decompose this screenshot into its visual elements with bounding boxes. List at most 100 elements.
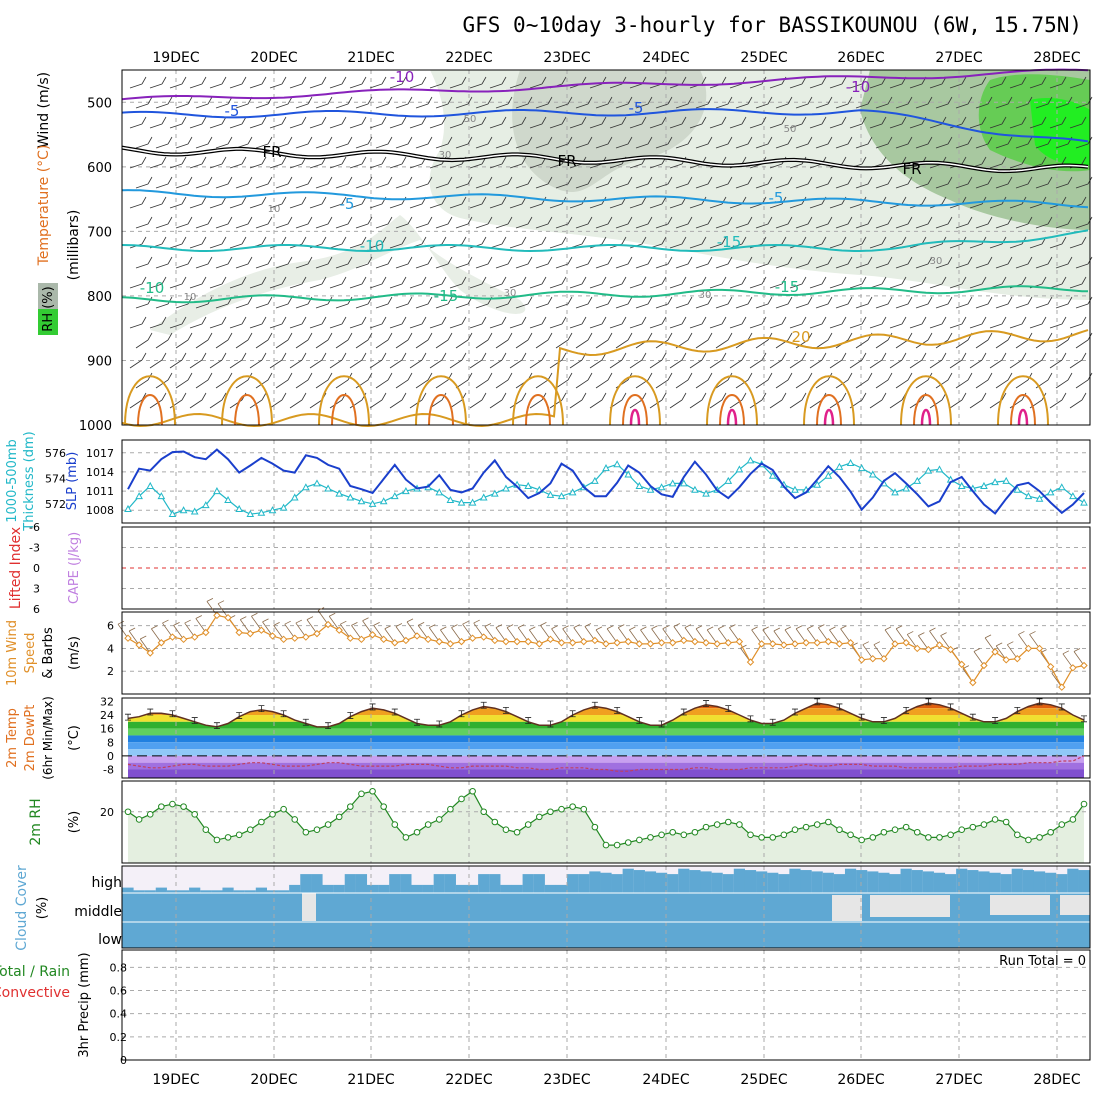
wind-barb <box>735 372 753 389</box>
wind-barb <box>215 216 233 229</box>
thickness-point <box>290 493 299 501</box>
wind10-barb <box>862 641 874 659</box>
minmax-bar <box>903 706 910 714</box>
wind-barb <box>189 156 207 169</box>
wind-barb <box>835 176 853 189</box>
wind-barb <box>615 332 633 349</box>
wind-barb <box>829 276 847 289</box>
rh2m-point <box>469 787 476 795</box>
slp-line <box>127 448 1085 515</box>
wind-barb <box>875 216 893 229</box>
rh2m-point <box>402 834 410 841</box>
wind-barb <box>795 256 813 269</box>
isotherm <box>121 285 1089 304</box>
wind-barb <box>575 296 593 309</box>
wind-barb <box>775 96 793 109</box>
cloud-high-bar <box>833 874 846 893</box>
wind-barb <box>675 296 693 309</box>
wind-barb <box>615 216 633 229</box>
wind-barb <box>1029 352 1047 369</box>
cloud-high-bar <box>1056 874 1068 893</box>
wind10-point <box>213 611 221 620</box>
wind-barb <box>235 136 253 149</box>
wind-barb <box>1035 176 1053 189</box>
wind10-point <box>802 639 810 647</box>
wind-barb <box>955 216 973 229</box>
wind-barb <box>795 96 813 109</box>
wind-barb <box>495 332 513 349</box>
x-tick-label-bottom: 27DEC <box>935 1072 982 1088</box>
rh2m-point <box>358 790 365 798</box>
wind-barb <box>229 352 247 369</box>
wind-barb <box>475 256 493 269</box>
x-tick-label-bottom: 20DEC <box>250 1072 297 1088</box>
wind-barb <box>335 332 353 349</box>
rh2m-point <box>447 805 454 813</box>
wind-barb <box>415 136 433 149</box>
cloud-high-bar <box>578 874 590 893</box>
wind-barb <box>369 392 387 409</box>
wind-barb <box>169 392 187 409</box>
isotherm-label: -10 <box>360 237 385 255</box>
wind10-point <box>368 631 377 639</box>
dewpt-line <box>127 755 1085 772</box>
wind-barb <box>175 136 193 149</box>
wind-barb <box>895 332 913 349</box>
cloud-high-bar <box>822 872 834 893</box>
wind-barb <box>489 276 507 289</box>
wind-barb <box>829 76 847 89</box>
thickness-point <box>624 470 633 478</box>
cloud-high-bar <box>733 868 745 893</box>
wind-barb <box>575 256 593 269</box>
wind-barb <box>529 276 547 289</box>
wind-barb <box>795 176 813 189</box>
wind-barb <box>395 372 413 389</box>
wind-barb <box>255 176 273 189</box>
wind-barb <box>269 156 287 169</box>
wind-barb <box>135 216 153 229</box>
wind-barb <box>949 316 967 329</box>
wind10-barb <box>729 624 740 642</box>
wind-barb <box>835 256 853 269</box>
minmax-bar <box>325 722 332 730</box>
wind-barb <box>969 116 987 129</box>
wind10-point <box>1035 644 1044 653</box>
rh2m-point <box>158 803 165 810</box>
temp-tick-label: 0 <box>107 750 114 763</box>
wind-barb <box>415 332 433 349</box>
wind-barb <box>235 332 253 349</box>
wind-barb <box>149 276 167 289</box>
wind10-point <box>657 639 666 647</box>
wind-barb <box>935 372 953 389</box>
thickness-point <box>735 465 744 473</box>
wind10-point <box>268 632 277 640</box>
rh2m-point <box>491 818 499 826</box>
wind-barb <box>695 372 713 389</box>
wind-barb <box>789 276 807 289</box>
cloud-high-bar <box>889 874 901 893</box>
minmax-bar <box>414 718 421 726</box>
wind-barb <box>395 296 413 309</box>
wind10-barb <box>506 624 518 642</box>
wind-barb <box>435 96 453 109</box>
panel-frame <box>121 611 1091 695</box>
wind-barb <box>375 256 393 269</box>
thickness-point <box>435 488 444 496</box>
cloud-high-bar <box>767 872 779 893</box>
isotherm-hot <box>823 408 835 426</box>
rh2m-point <box>324 821 332 828</box>
minmax-bar <box>658 720 665 728</box>
wind-barb <box>915 136 933 149</box>
wind-barb <box>569 316 587 329</box>
wind-barb <box>295 332 313 349</box>
wind-barb <box>749 316 767 329</box>
wind-barb <box>1029 76 1047 89</box>
wind-barb <box>829 352 847 369</box>
wind10-barb <box>306 616 318 634</box>
wind10-barb <box>995 642 1007 661</box>
wind-barb <box>869 392 887 409</box>
wind-barb <box>529 352 547 369</box>
wind-barb <box>515 136 533 149</box>
isotherm-label: FR <box>557 152 576 170</box>
wind-barb <box>209 196 227 209</box>
